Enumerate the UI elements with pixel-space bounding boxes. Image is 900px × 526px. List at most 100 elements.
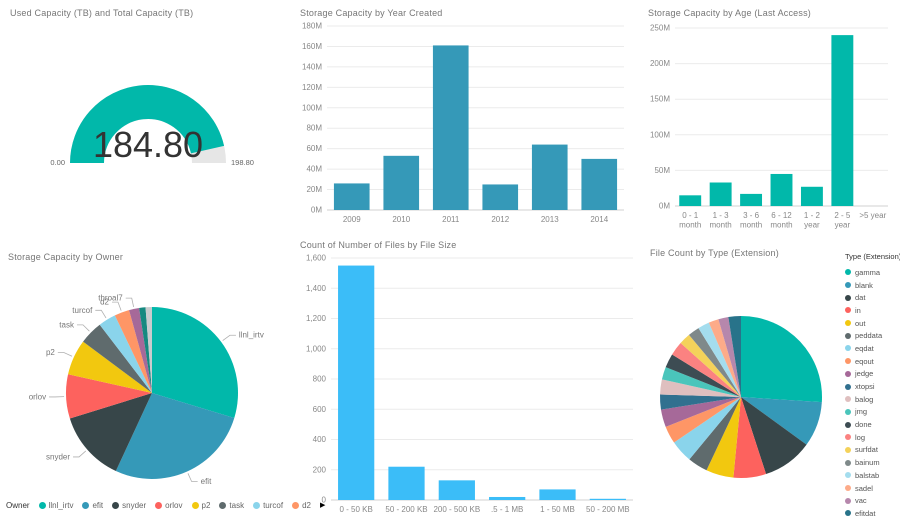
type-legend-item-in[interactable]: in xyxy=(845,304,900,317)
legend-dot-icon xyxy=(845,459,851,466)
pie-slice-in[interactable] xyxy=(733,397,767,478)
pie-slice-eqdat[interactable] xyxy=(674,397,741,460)
bar-2009[interactable] xyxy=(333,183,370,210)
legend-dot-icon xyxy=(845,408,851,415)
pie-slice-jedge[interactable] xyxy=(660,397,741,427)
bar-.5-1MB[interactable] xyxy=(489,496,526,500)
legend-label: snyder xyxy=(122,500,147,510)
bar-200-500KB[interactable] xyxy=(438,480,475,500)
bar-1-50MB[interactable] xyxy=(539,489,576,500)
type-legend-item-efitdat[interactable]: efitdat xyxy=(845,507,900,520)
type-legend-item-peddata[interactable]: peddata xyxy=(845,329,900,342)
legend-dot-icon xyxy=(155,501,163,509)
pie-slice-sadel[interactable] xyxy=(708,319,741,397)
pie-slice-bainum[interactable] xyxy=(688,328,741,397)
pie-slice-turcof[interactable] xyxy=(99,315,152,393)
pie-slice-blank[interactable] xyxy=(741,397,822,445)
bar-2010[interactable] xyxy=(383,155,420,210)
owner-legend-item-efit[interactable]: efit xyxy=(82,501,103,510)
pie-slice-eqout[interactable] xyxy=(665,397,741,443)
pie-slice-jmg[interactable] xyxy=(661,367,741,397)
type-legend-item-jmg[interactable]: jmg xyxy=(845,406,900,419)
type-legend-item-gamma[interactable]: gamma xyxy=(845,266,900,279)
bar-2012[interactable] xyxy=(482,184,519,210)
pie-slice-task[interactable] xyxy=(83,324,152,393)
pie-slice-surfdat[interactable] xyxy=(680,334,741,397)
owner-legend-item-llnl_irtv[interactable]: llnl_irtv xyxy=(38,501,73,510)
bar-50-200KB[interactable] xyxy=(388,466,425,500)
pie-slice-efit[interactable] xyxy=(115,393,235,479)
svg-text:6 - 12: 6 - 12 xyxy=(771,211,792,220)
type-legend-item-done[interactable]: done xyxy=(845,418,900,431)
pie-slice-snyder[interactable] xyxy=(69,393,152,472)
pie-slice-out[interactable] xyxy=(706,397,741,478)
type-legend-item-eqout[interactable]: eqout xyxy=(845,355,900,368)
type-legend-item-xtopsi[interactable]: xtopsi xyxy=(845,380,900,393)
legend-dot-icon xyxy=(112,501,120,509)
type-legend-item-bainum[interactable]: bainum xyxy=(845,456,900,469)
svg-text:3 - 6: 3 - 6 xyxy=(743,211,760,220)
type-legend-item-out[interactable]: out xyxy=(845,317,900,330)
legend-scroll-right-icon[interactable]: ▶ xyxy=(320,502,326,509)
pie-slice-llnl_irtv[interactable] xyxy=(152,307,239,419)
pie-slice-balog[interactable] xyxy=(660,379,741,397)
type-legend-item-vac[interactable]: vac xyxy=(845,494,900,507)
owner-legend-item-snyder[interactable]: snyder xyxy=(112,501,146,510)
type-legend-item-blank[interactable]: blank xyxy=(845,279,900,292)
legend-label: balog xyxy=(855,394,874,404)
type-legend-item-jedge[interactable]: jedge xyxy=(845,368,900,381)
pie-slice-efitdat[interactable] xyxy=(728,316,741,397)
files-by-size-chart[interactable]: 0 200 400 600 800 1,000 1,200 1,400 1,600 0 - 50 … xyxy=(293,252,645,524)
pie-slice-orlov[interactable] xyxy=(66,374,152,419)
bar-1-2year[interactable] xyxy=(800,186,823,206)
legend-label: vac xyxy=(855,496,867,506)
pie-slice-throal7[interactable] xyxy=(129,307,152,393)
bar-3-6month[interactable] xyxy=(740,193,763,206)
pie-label-p2: p2 xyxy=(46,348,55,357)
type-legend-item-eqdat[interactable]: eqdat xyxy=(845,342,900,355)
type-legend-item-balog[interactable]: balog xyxy=(845,393,900,406)
bar-2014[interactable] xyxy=(581,158,618,210)
owner-legend-item-task[interactable]: task xyxy=(219,501,244,510)
owner-legend-item-p2[interactable]: p2 xyxy=(191,501,210,510)
legend-dot-icon xyxy=(845,332,851,339)
type-legend-item-dat[interactable]: dat xyxy=(845,291,900,304)
bar-0-1month[interactable] xyxy=(679,195,702,206)
owner-legend-item-turcof[interactable]: turcof xyxy=(253,501,283,510)
pie-slice-done[interactable] xyxy=(665,354,741,397)
legend-label: efit xyxy=(92,500,104,510)
pie-label-llnl_irtv: llnl_irtv xyxy=(239,331,264,340)
pie-slice-peddata[interactable] xyxy=(689,397,741,471)
pie-slice-other[interactable] xyxy=(139,307,152,393)
type-legend-item-balstab[interactable]: balstab xyxy=(845,469,900,482)
svg-text:1,600: 1,600 xyxy=(306,254,327,263)
bar-0-50KB[interactable] xyxy=(338,265,375,500)
pie-slice-other[interactable] xyxy=(145,307,152,393)
bar-50-200MB[interactable] xyxy=(589,498,626,500)
pie-slice-d2[interactable] xyxy=(114,310,152,393)
bar-2-5year[interactable] xyxy=(831,35,854,207)
svg-text:50 - 200 MB: 50 - 200 MB xyxy=(586,505,630,514)
legend-dot-icon xyxy=(845,294,851,301)
type-legend-item-sadel[interactable]: sadel xyxy=(845,482,900,495)
pie-slice-log[interactable] xyxy=(672,343,741,397)
pie-slice-gamma[interactable] xyxy=(741,316,822,403)
bar-2011[interactable] xyxy=(432,45,469,210)
pie-slice-xtopsi[interactable] xyxy=(660,394,741,410)
bar-6-12month[interactable] xyxy=(770,173,793,206)
pie-slice-vac[interactable] xyxy=(718,316,741,397)
bar-2013[interactable] xyxy=(531,144,568,210)
pie-slice-balstab[interactable] xyxy=(698,322,741,397)
pie-slice-dat[interactable] xyxy=(741,397,807,475)
owner-legend-item-orlov[interactable]: orlov xyxy=(155,501,183,510)
pie-slice-p2[interactable] xyxy=(68,341,152,393)
used-capacity-gauge[interactable]: 0.00 198.80 xyxy=(0,28,296,228)
filecount-by-type-pie[interactable] xyxy=(643,244,843,520)
capacity-by-year-chart[interactable]: 0M 20M 40M 60M 80M 100M 120M 140M 160M 180M 2009 20… xyxy=(293,16,640,236)
type-legend-item-surfdat[interactable]: surfdat xyxy=(845,444,900,457)
owner-legend-item-d2[interactable]: d2 xyxy=(292,501,311,510)
type-legend-item-log[interactable]: log xyxy=(845,431,900,444)
bar-1-3month[interactable] xyxy=(709,182,732,206)
